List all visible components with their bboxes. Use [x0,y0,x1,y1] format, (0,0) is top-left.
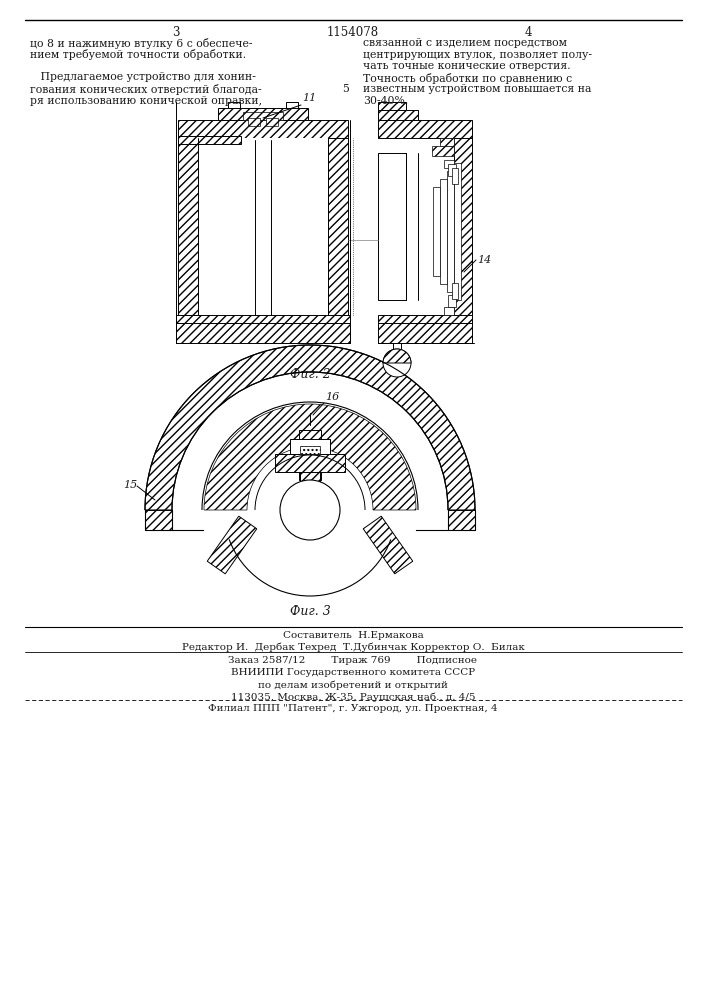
Bar [228,102,240,108]
Bar [454,163,461,300]
Polygon shape [363,516,413,574]
Wedge shape [383,349,411,363]
Bar [178,120,348,138]
Text: 11: 11 [302,93,316,103]
Bar [448,295,456,307]
Bar [444,160,454,168]
Bar [432,146,454,156]
Wedge shape [145,345,475,510]
Bar [433,187,440,276]
Circle shape [202,402,418,618]
Bar [378,323,472,343]
Bar [440,138,454,146]
Text: по делам изобретений и открытий: по делам изобретений и открытий [258,680,448,690]
Text: известным устройством повышается на: известным устройством повышается на [363,84,591,94]
Text: 3: 3 [173,26,180,39]
Bar [290,439,330,454]
Text: центрирующих втулок, позволяет полу-: центрирующих втулок, позволяет полу- [363,49,592,60]
Text: Фиг. 2: Фиг. 2 [290,368,330,381]
Text: 5: 5 [342,84,349,94]
Bar [145,510,172,530]
Bar [178,138,198,315]
Text: Филиал ППП "Патент", г. Ужгород, ул. Проектная, 4: Филиал ППП "Патент", г. Ужгород, ул. Про… [208,704,498,713]
Bar [378,102,406,110]
Bar [378,110,418,120]
Bar [452,168,458,184]
Text: Фиг. 3: Фиг. 3 [290,605,330,618]
Bar [444,307,454,315]
Text: Точность обработки по сравнению с: Точность обработки по сравнению с [363,73,572,84]
Text: 30-40%.: 30-40%. [363,96,408,105]
Bar [176,323,350,343]
Bar [178,136,241,144]
Bar [448,164,456,176]
Bar [266,118,278,126]
Text: 4: 4 [525,26,532,39]
Bar [300,446,320,454]
Text: гования конических отверстий благода-: гования конических отверстий благода- [30,84,262,95]
Bar [448,510,475,530]
Bar [378,315,472,323]
Bar [440,179,447,284]
Bar [248,118,260,126]
Text: 14: 14 [477,255,491,265]
Bar [454,138,472,315]
Polygon shape [207,516,257,574]
Polygon shape [299,430,321,480]
Bar [218,108,308,120]
Bar [286,102,298,108]
Text: ря использованию конической оправки,: ря использованию конической оправки, [30,96,262,105]
Bar [176,315,350,323]
Text: цо 8 и нажимную втулку 6 с обеспече-: цо 8 и нажимную втулку 6 с обеспече- [30,38,252,49]
Text: 113035, Москва, Ж-35, Раушская наб., д. 4/5: 113035, Москва, Ж-35, Раушская наб., д. … [230,692,475,702]
Text: 16: 16 [325,392,339,402]
Bar [378,120,472,138]
Text: нием требуемой точности обработки.: нием требуемой точности обработки. [30,49,246,60]
Text: ВНИИПИ Государственного комитета СССР: ВНИИПИ Государственного комитета СССР [231,668,475,677]
Text: 1154078: 1154078 [327,26,379,39]
Circle shape [280,480,340,540]
Bar [328,138,348,315]
Wedge shape [204,404,416,510]
Bar [447,171,454,292]
Text: Заказ 2587/12        Тираж 769        Подписное: Заказ 2587/12 Тираж 769 Подписное [228,656,477,665]
Bar [378,153,406,300]
Text: Редактор И.  Дербак Техред  Т.Дубинчак Корректор О.  Билак: Редактор И. Дербак Техред Т.Дубинчак Кор… [182,643,525,652]
Bar [198,138,328,315]
Bar [275,454,345,472]
Text: связанной с изделием посредством: связанной с изделием посредством [363,38,567,48]
Bar [300,440,320,525]
Bar [452,283,458,299]
Text: Предлагаемое устройство для хонин-: Предлагаемое устройство для хонин- [30,73,256,83]
Text: чать точные конические отверстия.: чать точные конические отверстия. [363,61,571,71]
Text: 15: 15 [123,480,137,490]
Text: Составитель  Н.Ермакова: Составитель Н.Ермакова [283,631,423,640]
Bar [243,112,283,120]
Circle shape [383,349,411,377]
